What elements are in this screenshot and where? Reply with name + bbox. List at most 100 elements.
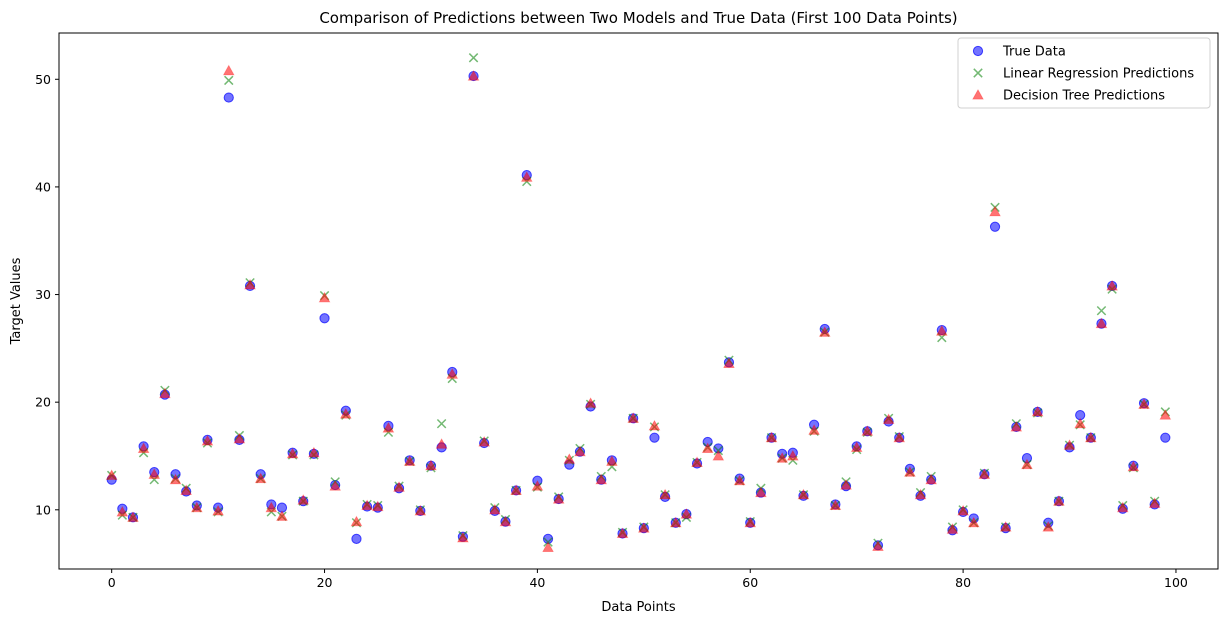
data-point — [935, 325, 948, 336]
legend-entry: Decision Tree Predictions — [1003, 89, 1165, 104]
data-point — [224, 75, 234, 86]
data-point — [733, 474, 746, 486]
data-point — [574, 445, 586, 457]
data-point — [1127, 460, 1140, 472]
data-point — [861, 425, 874, 436]
data-point — [382, 421, 395, 433]
data-point — [584, 397, 597, 408]
data-point — [829, 499, 842, 511]
data-point — [244, 278, 256, 290]
data-point — [989, 221, 1001, 232]
data-point — [233, 432, 246, 444]
legend: True Data Linear Regression Predictions De… — [957, 37, 1211, 109]
data-point — [446, 368, 459, 379]
data-point — [978, 468, 991, 479]
data-point — [552, 493, 565, 504]
x-axis-label: Data Points — [601, 600, 675, 615]
x-tick-label: 40 — [529, 575, 545, 590]
data-point — [339, 407, 352, 419]
data-point — [127, 511, 139, 522]
data-point — [1095, 317, 1108, 329]
data-point — [627, 412, 640, 423]
data-point — [350, 515, 363, 527]
data-point — [308, 446, 320, 458]
data-point — [201, 434, 214, 446]
data-point — [169, 473, 182, 485]
data-point — [850, 441, 863, 452]
plot-frame — [58, 32, 1219, 570]
data-point — [893, 431, 906, 443]
data-point — [159, 387, 171, 399]
data-point — [957, 504, 969, 516]
data-point — [467, 70, 480, 81]
legend-marker — [972, 45, 984, 57]
data-point — [755, 486, 767, 498]
plot-area — [105, 53, 1172, 553]
data-point — [616, 527, 629, 539]
data-point — [649, 432, 660, 443]
data-point — [222, 64, 235, 76]
data-point — [914, 488, 927, 500]
data-point — [1010, 420, 1023, 432]
data-point — [297, 494, 310, 505]
data-point — [1138, 398, 1150, 409]
data-point — [276, 510, 288, 521]
data-point — [946, 523, 959, 534]
data-point — [329, 480, 342, 491]
data-point — [840, 479, 852, 490]
x-tick-label: 100 — [1164, 575, 1188, 590]
data-point — [872, 540, 884, 551]
data-point — [659, 488, 671, 500]
data-point — [882, 413, 895, 424]
x-axis: 0 20 40 60 80 100 — [108, 569, 1188, 590]
data-point — [669, 516, 682, 528]
data-point — [361, 499, 373, 511]
data-point — [1021, 458, 1033, 470]
y-tick-label: 20 — [35, 395, 51, 410]
data-point — [1063, 439, 1076, 450]
data-point — [1106, 279, 1118, 291]
data-point — [1053, 495, 1065, 506]
data-point — [1096, 305, 1107, 316]
data-point — [468, 53, 479, 63]
data-point — [1160, 432, 1171, 443]
data-point — [254, 472, 267, 484]
data-point — [286, 447, 299, 459]
data-point — [808, 424, 820, 435]
data-point — [1074, 417, 1087, 429]
data-point — [478, 435, 491, 447]
data-point — [904, 466, 916, 477]
legend-box — [957, 37, 1211, 109]
data-point — [542, 541, 554, 553]
data-point — [212, 504, 224, 516]
x-tick-label: 60 — [742, 575, 758, 590]
data-point — [190, 501, 203, 513]
data-point — [595, 473, 608, 485]
data-point — [713, 445, 724, 456]
data-point — [999, 521, 1012, 532]
data-point — [1084, 431, 1097, 443]
data-point — [531, 480, 544, 491]
legend-marker — [973, 68, 983, 78]
x-tick-label: 80 — [955, 575, 971, 590]
data-point — [414, 504, 427, 516]
y-axis: 10 20 30 40 50 — [35, 72, 59, 517]
data-point — [510, 484, 522, 495]
data-point — [648, 419, 661, 431]
data-point — [723, 357, 735, 368]
data-point — [1148, 497, 1161, 508]
data-point — [436, 418, 447, 429]
data-point — [265, 501, 278, 513]
data-point — [318, 291, 331, 303]
data-point — [351, 533, 362, 544]
data-point — [223, 92, 234, 103]
y-tick-label: 10 — [35, 502, 51, 517]
data-point — [435, 438, 448, 449]
data-point — [105, 469, 118, 480]
data-point — [563, 453, 576, 464]
data-point — [701, 442, 714, 454]
data-point — [786, 449, 799, 461]
data-point — [989, 205, 1001, 217]
data-point — [691, 456, 703, 468]
